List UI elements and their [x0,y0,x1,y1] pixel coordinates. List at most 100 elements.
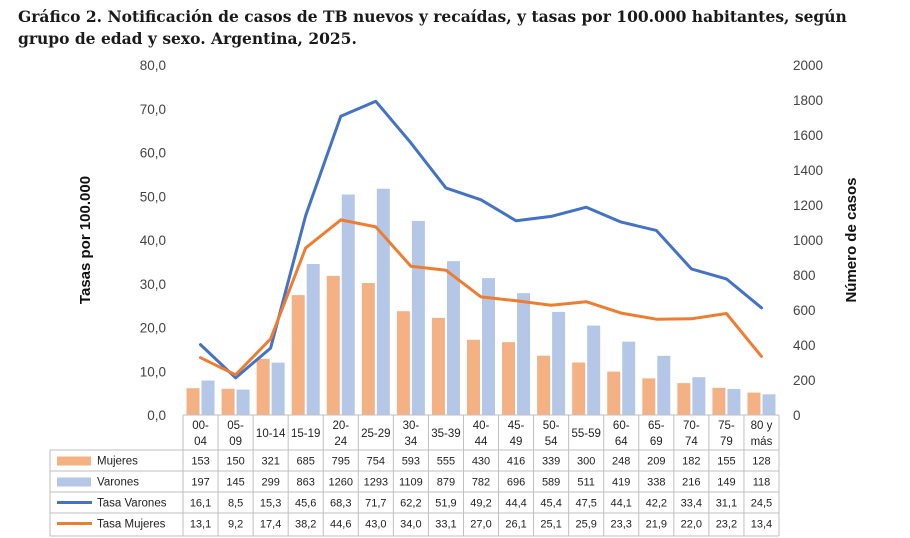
bar-varones [201,380,215,415]
data-label: 33,1 [435,519,456,531]
data-label: 795 [332,456,350,468]
category-label: 30- [403,420,420,432]
right-tick-label: 400 [793,338,816,353]
data-label: 589 [542,477,560,489]
right-tick-label: 600 [793,303,816,318]
category-label: 24 [334,436,347,448]
data-label: 62,2 [400,498,421,510]
category-label: 49 [510,436,523,448]
data-label: 31,1 [716,498,737,510]
series-line-tasa-varones [199,99,763,380]
data-label: 555 [437,456,455,468]
data-label: 248 [612,456,630,468]
data-label: 27,0 [470,519,491,531]
category-label: 00- [192,420,209,432]
data-label: 16,1 [190,498,211,510]
data-label: 155 [717,456,735,468]
data-label: 13,1 [190,519,211,531]
bar-mujeres [747,392,761,415]
data-label: 145 [226,477,244,489]
data-label: 25,9 [575,519,596,531]
bar-mujeres [396,311,410,415]
data-label: 430 [472,456,490,468]
left-tick-label: 40,0 [140,233,166,248]
data-label: 43,0 [365,519,386,531]
data-label: 416 [507,456,525,468]
data-label: 17,4 [260,519,281,531]
data-label: 44,4 [505,498,526,510]
category-label: 75- [718,420,735,432]
legend-label: Varones [97,477,139,489]
bar-mujeres [186,388,200,415]
data-label: 26,1 [505,519,526,531]
right-axis-title: Número de casos [843,177,860,302]
bar-varones [306,263,320,415]
category-label: 25-29 [361,428,390,440]
data-label: 782 [472,477,490,489]
left-tick-label: 80,0 [140,58,166,73]
data-label: 8,5 [228,498,243,510]
left-tick-label: 20,0 [140,321,166,336]
left-tick-label: 60,0 [140,146,166,161]
data-label: 9,2 [228,519,243,531]
category-label: 15-19 [291,428,320,440]
category-label: 45- [508,420,525,432]
category-label: 65- [648,420,665,432]
legend-key-varones [57,477,91,487]
legend-label: Tasa Varones [97,498,167,510]
data-label: 216 [682,477,700,489]
data-label: 45,4 [540,498,561,510]
bar-varones [446,261,460,415]
left-axis-title: Tasas por 100.000 [77,176,94,304]
data-label: 863 [297,477,315,489]
category-label: 55-59 [571,428,600,440]
left-tick-label: 50,0 [140,189,166,204]
bar-varones [622,341,636,415]
category-label: 79 [720,436,733,448]
bar-mujeres [467,339,480,415]
data-label: 300 [577,456,595,468]
category-label: 70- [683,420,700,432]
bar-mujeres [291,295,305,415]
bar-varones [762,394,776,415]
data-label: 696 [507,477,525,489]
right-tick-label: 1800 [793,93,823,108]
category-label: 69 [650,436,663,448]
data-label: 24,5 [751,498,772,510]
bar-varones [341,194,355,415]
category-label: 10-14 [256,428,286,440]
data-label: 47,5 [575,498,596,510]
bar-varones [236,389,250,415]
data-label: 209 [647,456,665,468]
category-label: más [751,436,773,448]
data-label: 49,2 [470,498,491,510]
left-tick-label: 0,0 [147,408,166,423]
bar-varones [482,278,495,415]
bar-mujeres [326,275,340,415]
data-label: 45,6 [295,498,316,510]
data-label: 153 [191,456,209,468]
bar-mujeres [502,342,516,415]
category-label: 09 [229,436,242,448]
category-label: 80 y [751,420,773,432]
data-label: 42,2 [646,498,667,510]
right-tick-label: 2000 [793,58,823,73]
data-label: 68,3 [330,498,351,510]
category-label: 40- [473,420,490,432]
right-tick-label: 1600 [793,128,823,143]
legend-key-mujeres [57,456,91,466]
data-label: 511 [577,477,595,489]
bar-varones [587,325,601,415]
bar-varones [271,362,285,415]
data-label: 13,4 [751,519,772,531]
data-label: 51,9 [435,498,456,510]
bar-mujeres [712,387,726,415]
data-label: 593 [402,456,420,468]
left-tick-label: 10,0 [140,364,166,379]
data-label: 419 [612,477,630,489]
category-label: 60- [613,420,630,432]
bar-mujeres [221,388,235,415]
bar-varones [517,293,531,415]
right-tick-label: 1400 [793,163,823,178]
